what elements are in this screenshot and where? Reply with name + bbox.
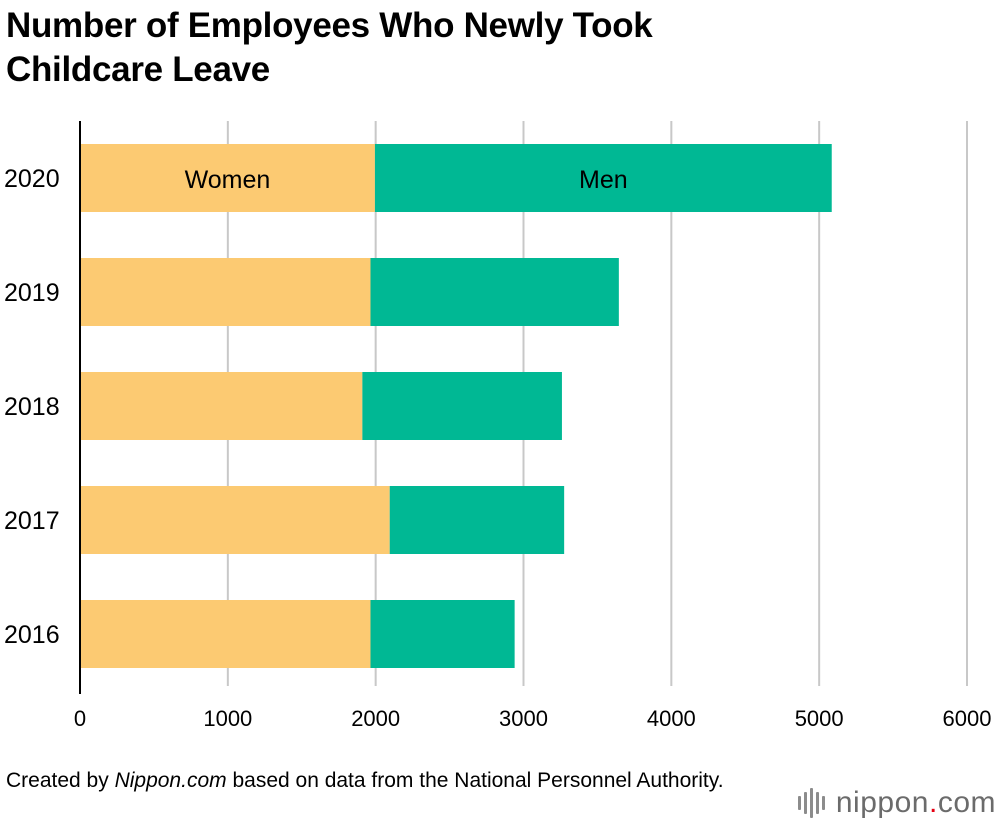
y-tick-label-2016: 2016 [4,621,60,649]
logo-text: nippon.com [836,786,996,820]
bar-men-2018 [362,372,562,440]
bar-men-2016 [370,600,515,668]
x-tick-label-6000: 6000 [943,706,992,731]
bar-women-2019 [80,258,371,326]
series-label-men: Men [579,166,628,194]
y-tick-label-2020: 2020 [4,165,60,193]
chart-title: Number of Employees Who Newly Took Child… [6,4,906,92]
chart-title-line-1: Number of Employees Who Newly Took [6,6,653,45]
series-label-women: Women [185,166,271,194]
bar-men-2017 [389,486,565,554]
y-tick-label-2018: 2018 [4,393,60,421]
y-tick-label-2019: 2019 [4,279,60,307]
nippon-com-bars-icon [797,788,828,818]
x-tick-label-0: 0 [74,706,86,731]
x-tick-label-3000: 3000 [499,706,548,731]
source-prefix: Created by [6,769,115,792]
bar-women-2018 [80,372,363,440]
bar-women-2020 [80,144,375,212]
source-site: Nippon.com [114,769,227,792]
x-tick-label-4000: 4000 [647,706,696,731]
nippon-logo: nippon.com [797,786,996,820]
source-suffix: based on data from the National Personne… [226,769,724,792]
bar-women-2016 [80,600,371,668]
logo-name: nippon [835,786,929,819]
bar-men-2020 [374,144,832,212]
x-tick-label-2000: 2000 [351,706,400,731]
stacked-bar-chart: 0 1000 2000 3000 4000 5000 6000 Women Men 2020 201… [4,121,992,731]
x-tick-label-1000: 1000 [203,706,252,731]
x-tick-label-5000: 5000 [795,706,844,731]
logo-dot: . [928,786,938,819]
chart-title-line-2: Childcare Leave [6,50,270,89]
logo-tld: com [937,786,996,819]
bar-women-2017 [80,486,390,554]
y-tick-label-2017: 2017 [4,507,60,535]
source-note: Created by Nippon.com based on data from… [6,767,726,794]
bar-men-2019 [370,258,619,326]
